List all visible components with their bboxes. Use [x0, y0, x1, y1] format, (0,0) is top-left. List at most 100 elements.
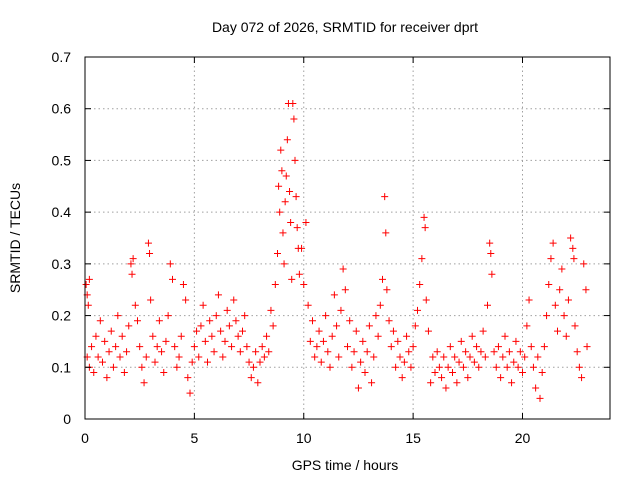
data-point — [158, 348, 166, 356]
data-point — [383, 286, 391, 294]
data-point — [365, 322, 373, 330]
data-point — [288, 275, 296, 283]
data-point — [514, 363, 522, 371]
data-point — [510, 358, 518, 366]
data-point — [505, 348, 513, 356]
data-point — [330, 291, 338, 299]
data-point — [221, 337, 229, 345]
data-point — [212, 312, 220, 320]
data-point — [429, 353, 437, 361]
y-tick-label: 0.6 — [52, 101, 72, 117]
data-point — [348, 363, 356, 371]
data-point — [286, 187, 294, 195]
data-point — [315, 327, 323, 335]
data-point — [236, 348, 244, 356]
data-point — [499, 353, 507, 361]
data-point — [438, 374, 446, 382]
data-point — [379, 275, 386, 283]
data-point — [339, 265, 347, 273]
data-point — [153, 343, 161, 351]
x-tick-label: 10 — [296, 430, 312, 446]
data-point — [263, 332, 271, 340]
data-point — [335, 353, 343, 361]
data-point — [112, 343, 120, 351]
data-point — [127, 260, 135, 268]
data-point — [123, 348, 131, 356]
data-point — [501, 332, 509, 340]
y-tick-label: 0.4 — [52, 204, 72, 220]
data-point — [173, 363, 181, 371]
data-point — [453, 379, 461, 387]
data-point — [421, 224, 429, 232]
data-point — [144, 239, 152, 247]
data-point — [230, 296, 238, 304]
y-tick-labels: 0 0.1 0.2 0.3 0.4 0.5 0.6 0.7 — [52, 49, 72, 427]
data-point — [492, 363, 500, 371]
data-point — [324, 348, 332, 356]
data-point — [382, 229, 390, 237]
data-point — [171, 343, 179, 351]
data-point — [90, 368, 98, 376]
data-point — [309, 317, 316, 325]
data-point — [134, 317, 141, 325]
data-point — [289, 100, 297, 108]
data-point — [319, 337, 327, 345]
data-point — [223, 306, 231, 314]
data-point — [217, 327, 225, 335]
data-point — [545, 281, 553, 289]
data-point — [197, 322, 205, 330]
data-point — [293, 224, 301, 232]
data-point — [337, 306, 345, 314]
data-point — [556, 286, 564, 294]
data-point — [451, 353, 459, 361]
data-point — [300, 281, 308, 289]
data-point — [396, 353, 404, 361]
data-point — [298, 244, 306, 252]
data-point — [414, 306, 421, 314]
data-point — [292, 193, 300, 201]
x-tick-label: 5 — [190, 430, 198, 446]
data-point — [444, 363, 452, 371]
data-point — [554, 327, 561, 335]
data-point — [142, 353, 150, 361]
data-point — [440, 353, 448, 361]
data-point — [354, 384, 362, 392]
data-point — [475, 363, 483, 371]
data-point — [407, 363, 415, 371]
data-point — [228, 343, 236, 351]
data-point — [149, 332, 157, 340]
data-point — [107, 327, 115, 335]
data-point — [252, 348, 260, 356]
data-point — [275, 182, 283, 190]
data-point — [279, 229, 287, 237]
data-point — [374, 332, 382, 340]
data-point — [344, 343, 351, 351]
data-point — [138, 363, 146, 371]
data-point — [516, 348, 524, 356]
data-point — [105, 348, 113, 356]
chart-title: Day 072 of 2026, SRMTID for receiver dpr… — [212, 19, 478, 35]
data-point — [118, 332, 126, 340]
data-point — [427, 379, 435, 387]
data-point — [512, 337, 520, 345]
data-point — [457, 337, 465, 345]
data-point — [508, 379, 516, 387]
data-point — [370, 353, 378, 361]
data-point — [311, 353, 319, 361]
data-point — [350, 348, 358, 356]
data-point — [352, 327, 360, 335]
data-point — [538, 368, 546, 376]
data-point — [398, 374, 406, 382]
x-tick-labels: 0 5 10 15 20 — [81, 430, 530, 446]
data-point — [422, 296, 430, 304]
data-point — [446, 343, 454, 351]
y-tick-label: 0.1 — [52, 359, 72, 375]
data-point — [166, 260, 174, 268]
data-point — [521, 353, 529, 361]
data-point — [578, 374, 586, 382]
data-point — [116, 353, 124, 361]
data-point — [381, 193, 389, 201]
data-point — [160, 368, 168, 376]
data-point — [201, 337, 209, 345]
data-point — [376, 301, 384, 309]
